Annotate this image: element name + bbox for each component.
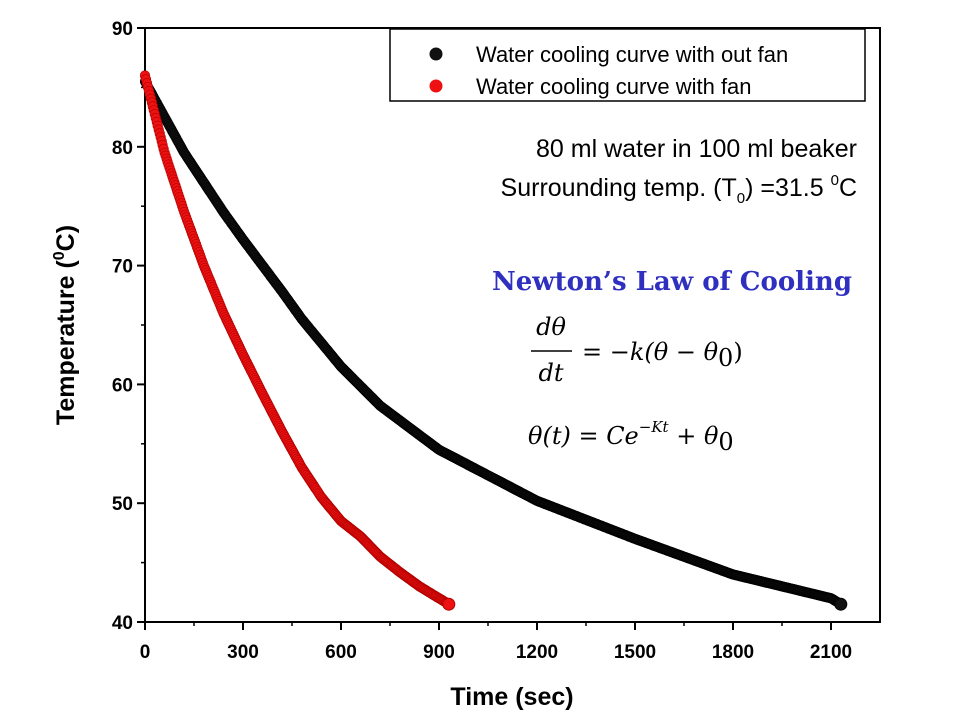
y-tick-label: 50 xyxy=(112,494,133,515)
data-point-end xyxy=(442,597,456,611)
law-title: Newton’s Law of Cooling xyxy=(492,267,852,297)
x-axis-title: Time (sec) xyxy=(450,683,573,711)
eq1-numerator: dθ xyxy=(536,313,566,341)
y-tick-label: 60 xyxy=(112,375,133,396)
x-tick-label: 300 xyxy=(227,642,259,663)
y-tick-label: 90 xyxy=(112,19,133,40)
series-layer xyxy=(139,70,848,611)
x-tick-label: 1200 xyxy=(516,642,558,663)
x-tick-label: 1800 xyxy=(712,642,754,663)
plot-frame xyxy=(144,27,881,623)
legend-label-red: Water cooling curve with fan xyxy=(476,74,752,99)
equation-solution: θ(t) = Ce−Kt + θ0 xyxy=(528,418,734,456)
annotation-surrounding-temp: Surrounding temp. (T0) =31.5 0C xyxy=(501,172,857,207)
x-tick-label: 1500 xyxy=(614,642,656,663)
series-0 xyxy=(139,76,848,611)
y-tick-label: 40 xyxy=(112,613,133,634)
legend-box xyxy=(389,28,866,102)
y-axis-title: Temperature (0C) xyxy=(51,225,80,425)
x-tick-labels: 0 300 600 900 1200 1500 1800 2100 xyxy=(140,642,852,663)
legend-marker-black xyxy=(429,47,443,61)
x-tick-label: 600 xyxy=(325,642,357,663)
eq1-rhs: = −k(θ − θ0) xyxy=(582,338,743,372)
x-tick-label: 2100 xyxy=(810,642,852,663)
legend-marker-red xyxy=(429,79,443,93)
legend-label-black: Water cooling curve with out fan xyxy=(476,42,788,67)
x-tick-label: 900 xyxy=(423,642,455,663)
y-tick-label: 70 xyxy=(112,257,133,278)
y-tick-labels: 40 50 60 70 80 90 xyxy=(112,19,133,634)
series-1 xyxy=(139,70,456,611)
y-tick-label: 80 xyxy=(112,138,133,159)
data-point-end xyxy=(834,597,848,611)
legend: Water cooling curve with out fan Water c… xyxy=(389,28,866,102)
equation-differential: dθ dt = −k(θ − θ0) xyxy=(531,313,743,387)
axis-ticks xyxy=(137,27,832,630)
x-tick-label: 0 xyxy=(140,642,151,663)
eq1-denominator: dt xyxy=(538,359,563,387)
annotation-beaker: 80 ml water in 100 ml beaker xyxy=(536,135,857,163)
